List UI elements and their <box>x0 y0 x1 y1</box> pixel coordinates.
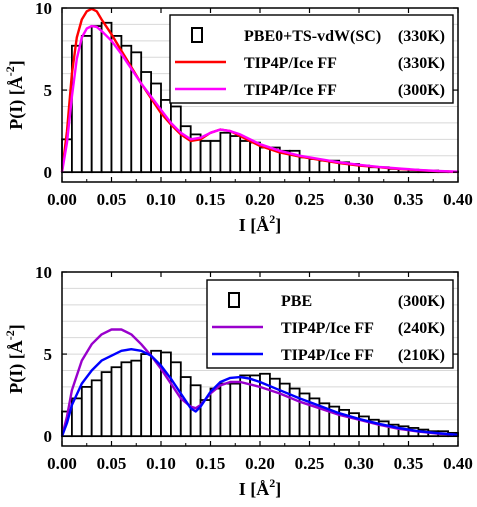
x-tick-label: 0.00 <box>47 454 77 473</box>
histogram-bar <box>219 131 232 174</box>
bottom-panel: 0.00 0.05 0.10 0.15 0.20 0.25 0.30 0.35 0.40 0 5 10… <box>3 263 473 499</box>
x-axis-label-sup: 2 <box>269 476 275 490</box>
x-axis-label-text: I [Å <box>239 479 270 499</box>
histogram-bar <box>90 379 103 438</box>
histogram-bar <box>110 35 123 174</box>
x-tick-label: 0.40 <box>443 454 473 473</box>
x-tick-label: 0.40 <box>443 190 473 209</box>
histogram-bar <box>239 140 251 174</box>
x-tick-label: 0.10 <box>146 454 176 473</box>
legend-temp: (240K) <box>398 320 445 337</box>
histogram-bar <box>229 135 242 174</box>
legend-label: PBE0+TS-vdW(SC) <box>244 28 381 45</box>
legend-temp: (300K) <box>398 82 445 99</box>
histogram-bar <box>100 371 113 438</box>
x-tick-label: 0.15 <box>196 190 226 209</box>
x-axis-label: I [Å2] <box>239 212 282 235</box>
histogram-bar <box>110 366 123 438</box>
y-axis-label-close: ] <box>6 324 26 330</box>
legend-label: TIP4P/Ice FF <box>244 55 337 72</box>
y-axis-label: P(I) [Å-2] <box>3 324 27 393</box>
histogram-bar <box>140 353 152 438</box>
histogram-bar <box>120 361 133 438</box>
x-tick-label: 0.20 <box>245 454 275 473</box>
top-panel: 0.00 0.05 0.10 0.15 0.20 0.25 0.30 0.35 0.40 0 5 10… <box>3 0 473 235</box>
y-tick-label: 10 <box>35 0 52 18</box>
x-axis-label: I [Å2] <box>239 476 282 499</box>
histogram-bar <box>259 146 271 174</box>
x-tick-label: 0.25 <box>295 454 325 473</box>
x-tick-label: 0.15 <box>196 454 226 473</box>
legend-temp: (300K) <box>398 293 445 310</box>
histogram-bar <box>229 382 242 438</box>
histogram-bar <box>160 351 172 438</box>
histogram-bar <box>209 387 222 438</box>
x-tick-label: 0.30 <box>344 190 374 209</box>
y-tick-label: 0 <box>44 427 53 446</box>
y-axis-label-text: P(I) [Å <box>6 340 27 393</box>
histogram-bar <box>308 158 321 174</box>
y-tick-label: 0 <box>44 163 53 182</box>
x-axis-label-close: ] <box>275 479 281 499</box>
series-line-2 <box>60 24 459 173</box>
x-tick-label: 0.25 <box>295 190 325 209</box>
histogram-bar <box>100 21 113 174</box>
x-tick-label: 0.35 <box>394 454 424 473</box>
legend-temp: (330K) <box>398 28 445 45</box>
histogram-bar <box>130 359 143 438</box>
histogram-bar <box>219 382 232 438</box>
series-line-2 <box>60 348 459 437</box>
y-tick-label: 10 <box>35 263 52 282</box>
histogram-bar <box>199 140 212 174</box>
histogram-bar <box>209 140 222 174</box>
legend-temp: (210K) <box>398 347 445 364</box>
x-tick-label: 0.20 <box>245 190 275 209</box>
histogram-bar <box>249 141 261 174</box>
x-tick-label: 0.05 <box>97 454 127 473</box>
legend-label: TIP4P/Ice FF <box>244 82 337 99</box>
legend-histogram-swatch <box>228 292 240 308</box>
histogram-bar <box>80 35 93 174</box>
y-axis-label-sup: -2 <box>3 66 17 76</box>
legend-histogram-swatch <box>191 27 203 43</box>
legend-label: TIP4P/Ice FF <box>281 347 374 364</box>
x-axis-label-text: I [Å <box>239 215 270 235</box>
legend-temp: (330K) <box>398 55 445 72</box>
x-axis-label-close: ] <box>275 215 281 235</box>
x-tick-label: 0.35 <box>394 190 424 209</box>
y-tick-label: 5 <box>44 345 53 364</box>
histogram-bar <box>169 361 182 438</box>
x-tick-label: 0.10 <box>146 190 176 209</box>
histogram-bar <box>169 105 182 174</box>
y-tick-label: 5 <box>44 81 53 100</box>
x-tick-label: 0.00 <box>47 190 77 209</box>
y-axis-label: P(I) [Å-2] <box>3 60 27 129</box>
histogram-bar <box>80 386 93 438</box>
x-tick-label: 0.05 <box>97 190 127 209</box>
y-axis-label-text: P(I) [Å <box>6 76 27 129</box>
histogram-bar <box>298 156 311 174</box>
x-axis-label-sup: 2 <box>269 212 275 226</box>
legend-label: TIP4P/Ice FF <box>281 320 374 337</box>
y-axis-label-sup: -2 <box>3 330 17 340</box>
histogram-bar <box>90 25 103 174</box>
x-tick-label: 0.30 <box>344 454 374 473</box>
y-axis-label-close: ] <box>6 60 26 66</box>
legend-label: PBE <box>281 293 312 310</box>
